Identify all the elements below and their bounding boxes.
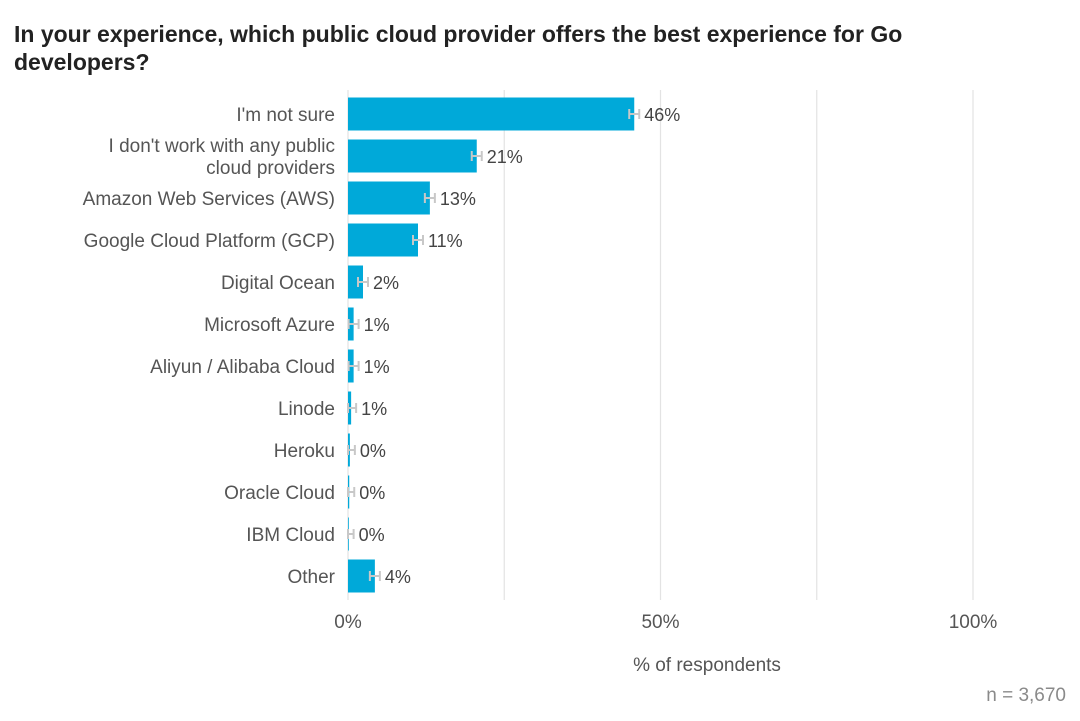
category-label: Microsoft Azure: [204, 315, 335, 336]
value-label: 21%: [487, 147, 523, 167]
category-label: Google Cloud Platform (GCP): [84, 231, 335, 252]
bar: [348, 265, 363, 299]
bar: [348, 181, 430, 215]
error-bar: [347, 487, 356, 497]
value-label: 0%: [359, 483, 385, 503]
value-label: 1%: [364, 315, 390, 335]
category-label: I'm not sure: [236, 105, 335, 126]
category-label: Digital Ocean: [221, 273, 335, 294]
x-tick-label: 100%: [949, 612, 998, 633]
error-bar: [347, 319, 360, 329]
x-tick-label: 50%: [641, 612, 679, 633]
category-label: Amazon Web Services (AWS): [83, 189, 335, 210]
error-bar: [423, 193, 436, 203]
error-bar: [357, 277, 369, 287]
x-tick-label: 0%: [334, 612, 362, 633]
value-label: 2%: [373, 273, 399, 293]
error-bar: [412, 235, 424, 245]
x-axis-label: % of respondents: [633, 655, 781, 676]
error-bar: [347, 403, 358, 413]
bar: [348, 223, 418, 257]
error-bar: [347, 445, 356, 455]
error-bar: [470, 151, 483, 161]
error-bar: [368, 571, 381, 581]
category-label: Other: [287, 567, 335, 588]
bar: [348, 97, 635, 131]
error-bar: [628, 109, 641, 119]
value-label: 1%: [361, 399, 387, 419]
category-label: Linode: [278, 399, 335, 420]
value-label: 46%: [644, 105, 680, 125]
gridlines: [347, 90, 974, 600]
value-label: 11%: [428, 231, 463, 251]
bars: 46% 21% 13% 11% 2% 1% 1% 1% 0% 0% 0% 4%: [347, 97, 680, 593]
value-label: 0%: [360, 441, 386, 461]
error-bar: [347, 529, 355, 539]
value-label: 4%: [385, 567, 411, 587]
category-label: Heroku: [274, 441, 335, 462]
value-label: 1%: [364, 357, 390, 377]
category-label: IBM Cloud: [246, 525, 335, 546]
error-bar: [347, 361, 360, 371]
category-label: Oracle Cloud: [224, 483, 335, 504]
category-label: I don't work with any public cloud provid…: [109, 136, 335, 179]
bar: [348, 139, 477, 173]
sample-size-note: n = 3,670: [986, 685, 1066, 706]
value-label: 13%: [440, 189, 476, 209]
x-tick-labels: 0% 50% 100%: [334, 612, 997, 633]
chart-title: In your experience, which public cloud p…: [14, 21, 903, 75]
category-labels: I'm not sure I don't work with any public…: [83, 105, 336, 588]
value-label: 0%: [359, 525, 385, 545]
category-label: Aliyun / Alibaba Cloud: [150, 357, 335, 378]
